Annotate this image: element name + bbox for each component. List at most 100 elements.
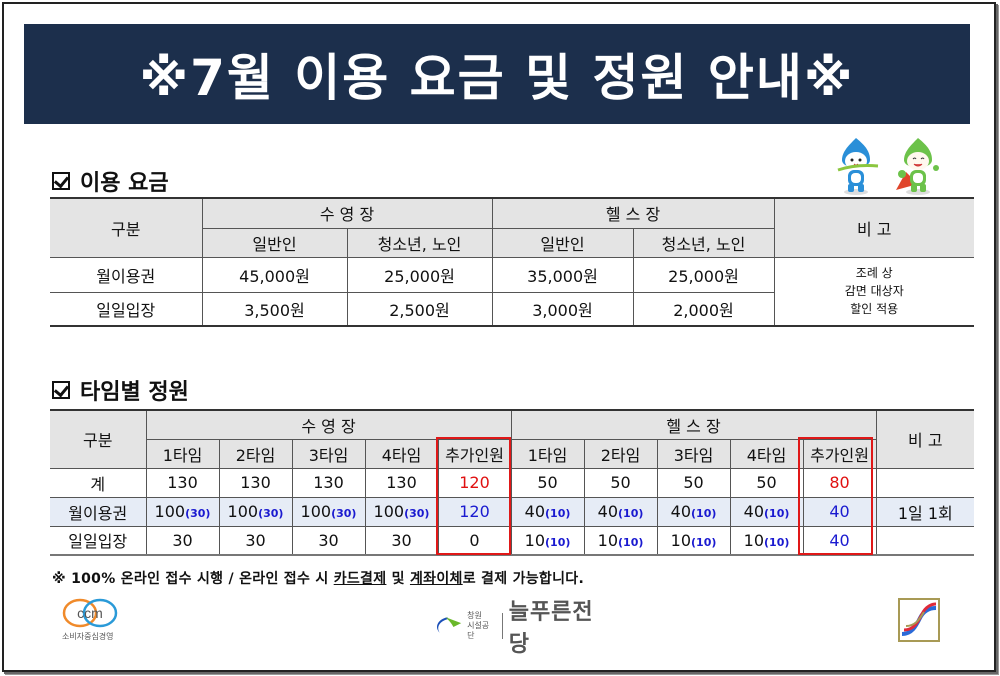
capacity-table: 구분 수 영 장 헬 스 장 비 고 1타임 2타임 3타임 4타임 추가인원 …: [50, 409, 975, 556]
cap-header-category: 구분: [50, 409, 147, 469]
fee-cell: 3,500원: [201, 291, 348, 327]
cap-value: 100: [227, 502, 259, 521]
checkbox-icon: [52, 172, 70, 190]
cap-value: 100: [373, 502, 405, 521]
footnote-card-payment: 카드결제: [333, 571, 387, 587]
fee-cell: 3,000원: [491, 291, 634, 327]
cap-cell: 130: [364, 467, 439, 498]
row-label: 일일입장: [50, 291, 203, 327]
cap-cell: 10(10): [583, 525, 658, 556]
cap-header-pool: 수 영 장: [145, 409, 512, 440]
row-label: 일일입장: [50, 525, 147, 556]
cap-sub-value: (30): [258, 507, 284, 520]
cap-extra-cell: 40: [802, 525, 877, 556]
fee-note-cell: 조례 상 감면 대상자 할인 적용: [773, 256, 974, 327]
cap-row-monthly: 월이용권 100(30) 100(30) 100(30) 100(30) 120…: [50, 496, 975, 527]
cap-cell: 100(30): [364, 496, 439, 527]
cap-sub-value: (30): [185, 507, 211, 520]
org-small-text: 창원 시설공단: [467, 611, 496, 641]
cap-cell: 10(10): [656, 525, 731, 556]
fee-cell: 25,000원: [632, 256, 775, 293]
cap-cell: 100(30): [291, 496, 366, 527]
cap-cell: 30: [145, 525, 220, 556]
cap-header-t1: 1타임: [146, 438, 220, 469]
capacity-section-heading: 타임별 정원: [52, 374, 189, 406]
cap-cell: 50: [510, 467, 585, 498]
cap-header-t4: 4타임: [364, 438, 439, 469]
cap-value: 40: [743, 502, 765, 521]
cap-value: 40: [524, 502, 546, 521]
cap-cell: 40(10): [583, 496, 658, 527]
cap-cell: 30: [364, 525, 439, 556]
org-small-line: 시설공단: [467, 621, 490, 640]
org-small-line: 창원: [467, 611, 482, 620]
cap-extra-cell: 80: [802, 467, 877, 498]
checkbox-icon: [52, 381, 70, 399]
fees-heading-text: 이용 요금: [80, 171, 169, 196]
cap-header-extra: 추가인원: [437, 438, 512, 469]
cap-header-gym: 헬 스 장: [510, 409, 877, 440]
cap-header-note: 비 고: [875, 409, 975, 469]
cap-cell: 100(30): [145, 496, 220, 527]
cap-sub-value: (30): [331, 507, 357, 520]
fee-header-note: 비 고: [773, 197, 974, 258]
cap-cell: 50: [656, 467, 731, 498]
cap-header-t4: 4타임: [729, 438, 804, 469]
note-line: 조례 상: [855, 266, 893, 281]
note-line: 할인 적용: [850, 302, 899, 317]
fee-header-gym: 헬 스 장: [491, 197, 775, 229]
fee-header-pool: 수 영 장: [201, 197, 493, 229]
emblem-logo-icon: [898, 598, 940, 642]
page-title: ※7월 이용 요금 및 정원 안내※: [24, 24, 970, 124]
cap-cell: 130: [145, 467, 220, 498]
fees-section-heading: 이용 요금: [52, 165, 169, 197]
svg-text:ccm: ccm: [77, 605, 103, 621]
cap-row-daily: 일일입장 30 30 30 30 0 10(10) 10(10) 10(10) …: [50, 525, 975, 556]
cap-extra-cell: 120: [437, 496, 512, 527]
cap-sub-value: (10): [764, 507, 790, 520]
row-label: 월이용권: [50, 256, 203, 293]
capacity-heading-text: 타임별 정원: [80, 380, 189, 405]
cap-cell: 100(30): [218, 496, 293, 527]
ccm-logo-icon: ccm: [62, 598, 118, 628]
cap-cell: 30: [291, 525, 366, 556]
fee-cell: 25,000원: [346, 256, 493, 293]
fee-cell: 2,000원: [632, 291, 774, 327]
cap-cell: 40(10): [656, 496, 731, 527]
footnote-text: ※ 100% 온라인 접수 시행 / 온라인 접수 시: [52, 571, 334, 587]
fee-cell: 2,500원: [346, 291, 493, 327]
cap-sub-value: (10): [618, 535, 644, 549]
cap-sub-value: (10): [691, 507, 717, 520]
cap-value: 100: [154, 502, 186, 521]
cap-cell: 40(10): [510, 496, 585, 527]
cap-value: 10: [670, 530, 692, 550]
cap-cell: 10(10): [510, 525, 585, 556]
logo-divider: [501, 613, 503, 639]
fee-row-monthly: 월이용권 45,000원 25,000원 35,000원 25,000원 조례 …: [50, 256, 974, 327]
payment-footnote: ※ 100% 온라인 접수 시행 / 온라인 접수 시 카드결제 및 계좌이체로…: [52, 568, 584, 588]
fee-header-category: 구분: [50, 197, 203, 258]
cap-header-t2: 2타임: [218, 438, 293, 469]
cap-header-t3: 3타임: [291, 438, 366, 469]
fee-table: 구분 수 영 장 헬 스 장 비 고 일반인 청소년, 노인 일반인 청소년, …: [50, 197, 974, 327]
footnote-text: 로 결제 가능합니다.: [462, 571, 585, 587]
swoosh-logo-icon: [437, 617, 462, 633]
fee-cell: 45,000원: [201, 256, 348, 293]
cap-cell: 40(10): [729, 496, 804, 527]
cap-cell: 130: [291, 467, 366, 498]
fee-row-daily: 일일입장 3,500원 2,500원 3,000원 2,000원: [50, 291, 974, 327]
cap-cell: 50: [583, 467, 658, 498]
cap-header-t3: 3타임: [656, 438, 731, 469]
ccm-logo: ccm 소비자중심경영: [62, 598, 132, 642]
cap-value: 40: [597, 502, 619, 521]
cap-value: 10: [524, 530, 546, 550]
cap-value: 10: [743, 530, 765, 550]
cap-header-t2: 2타임: [583, 438, 658, 469]
cap-value: 40: [670, 502, 692, 521]
org-name: 늘푸른전당: [508, 600, 594, 657]
cap-header-extra: 추가인원: [802, 438, 877, 469]
cap-sub-value: (10): [545, 507, 571, 520]
cap-sub-value: (10): [764, 535, 790, 549]
fee-header-pool-youth: 청소년, 노인: [346, 227, 493, 258]
cap-sub-value: (30): [404, 507, 430, 520]
